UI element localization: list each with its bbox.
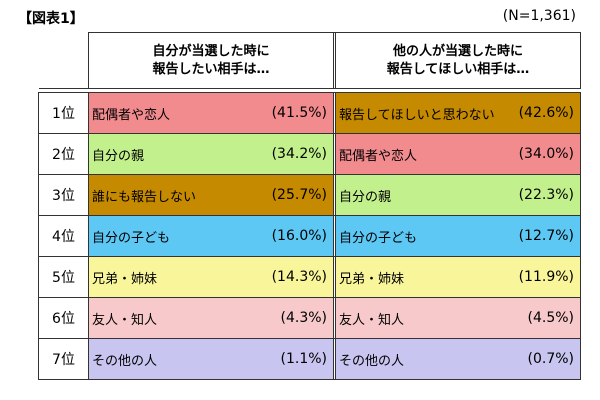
answer-label: 報告してほしいと思わない xyxy=(339,107,495,123)
sample-size-label: (N=1,361) xyxy=(502,8,576,24)
answer-percentage: (34.2%) xyxy=(271,146,327,162)
answer-cell-other-won: 兄弟・姉妹 (11.9%) xyxy=(335,256,581,298)
header-other-won-line2: 報告してほしい相手は… xyxy=(386,61,530,77)
answer-percentage: (4.3%) xyxy=(280,310,328,326)
answer-label: その他の人 xyxy=(92,353,158,369)
answer-cell-self-won: 友人・知人 (4.3%) xyxy=(88,297,334,339)
answer-cell-self-won: 自分の親 (34.2%) xyxy=(88,133,334,175)
answer-percentage: (41.5%) xyxy=(271,105,327,121)
header-other-won-line1: 他の人が当選した時に xyxy=(392,43,523,59)
answer-percentage: (0.7%) xyxy=(527,351,575,367)
answer-label: 自分の親 xyxy=(92,148,145,164)
answer-cell-self-won: 誰にも報告しない (25.7%) xyxy=(88,174,334,216)
answer-cell-other-won: 自分の子ども (12.7%) xyxy=(335,215,581,257)
answer-label: 自分の子ども xyxy=(92,230,171,246)
rank-cell: 1位 xyxy=(38,92,89,134)
answer-percentage: (11.9%) xyxy=(518,269,574,285)
answer-cell-self-won: 兄弟・姉妹 (14.3%) xyxy=(88,256,334,298)
answer-cell-self-won: その他の人 (1.1%) xyxy=(88,338,334,380)
table-row: 4位 自分の子ども (16.0%) 自分の子ども (12.7%) xyxy=(38,215,581,257)
figure-title: 【図表1】 xyxy=(18,11,84,27)
rank-cell: 5位 xyxy=(38,256,89,298)
header-self-won-line1: 自分が当選した時に xyxy=(152,43,270,59)
header-self-won-line2: 報告したい相手は… xyxy=(152,61,270,77)
answer-cell-other-won: 配偶者や恋人 (34.0%) xyxy=(335,133,581,175)
answer-percentage: (1.1%) xyxy=(280,351,328,367)
answer-percentage: (25.7%) xyxy=(271,187,327,203)
table-row: 6位 友人・知人 (4.3%) 友人・知人 (4.5%) xyxy=(38,297,581,339)
answer-label: 友人・知人 xyxy=(92,312,158,328)
rank-cell: 4位 xyxy=(38,215,89,257)
header-self-won: 自分が当選した時に 報告したい相手は… xyxy=(88,32,334,89)
answer-percentage: (42.6%) xyxy=(518,105,574,121)
answer-label: その他の人 xyxy=(339,353,405,369)
answer-cell-other-won: その他の人 (0.7%) xyxy=(335,338,581,380)
answer-label: 自分の親 xyxy=(339,189,392,205)
table-row: 2位 自分の親 (34.2%) 配偶者や恋人 (34.0%) xyxy=(38,133,581,175)
answer-percentage: (16.0%) xyxy=(271,228,327,244)
table-row: 5位 兄弟・姉妹 (14.3%) 兄弟・姉妹 (11.9%) xyxy=(38,256,581,298)
answer-cell-self-won: 自分の子ども (16.0%) xyxy=(88,215,334,257)
answer-label: 友人・知人 xyxy=(339,312,405,328)
table-row: 7位 その他の人 (1.1%) その他の人 (0.7%) xyxy=(38,338,581,380)
table-row: 1位 配偶者や恋人 (41.5%) 報告してほしいと思わない (42.6%) xyxy=(38,92,581,134)
ranking-table: 自分が当選した時に 報告したい相手は… 他の人が当選した時に 報告してほしい相手… xyxy=(38,32,581,380)
rank-cell: 3位 xyxy=(38,174,89,216)
rank-cell: 6位 xyxy=(38,297,89,339)
rank-cell: 2位 xyxy=(38,133,89,175)
answer-percentage: (4.5%) xyxy=(527,310,575,326)
answer-cell-other-won: 報告してほしいと思わない (42.6%) xyxy=(335,92,581,134)
answer-label: 配偶者や恋人 xyxy=(92,107,171,123)
answer-cell-self-won: 配偶者や恋人 (41.5%) xyxy=(88,92,334,134)
answer-label: 配偶者や恋人 xyxy=(339,148,418,164)
answer-label: 誰にも報告しない xyxy=(92,189,197,205)
answer-label: 兄弟・姉妹 xyxy=(92,271,158,287)
answer-label: 自分の子ども xyxy=(339,230,418,246)
answer-label: 兄弟・姉妹 xyxy=(339,271,405,287)
answer-percentage: (12.7%) xyxy=(518,228,574,244)
answer-percentage: (22.3%) xyxy=(518,187,574,203)
answer-cell-other-won: 友人・知人 (4.5%) xyxy=(335,297,581,339)
ranking-body: 1位 配偶者や恋人 (41.5%) 報告してほしいと思わない (42.6%) 2位 自分の親… xyxy=(38,92,581,380)
table-row: 3位 誰にも報告しない (25.7%) 自分の親 (22.3%) xyxy=(38,174,581,216)
header-other-won: 他の人が当選した時に 報告してほしい相手は… xyxy=(335,32,581,89)
header-corner-cell xyxy=(38,32,89,89)
rank-cell: 7位 xyxy=(38,338,89,380)
table-header-row: 自分が当選した時に 報告したい相手は… 他の人が当選した時に 報告してほしい相手… xyxy=(38,32,581,89)
answer-percentage: (34.0%) xyxy=(518,146,574,162)
answer-percentage: (14.3%) xyxy=(271,269,327,285)
answer-cell-other-won: 自分の親 (22.3%) xyxy=(335,174,581,216)
